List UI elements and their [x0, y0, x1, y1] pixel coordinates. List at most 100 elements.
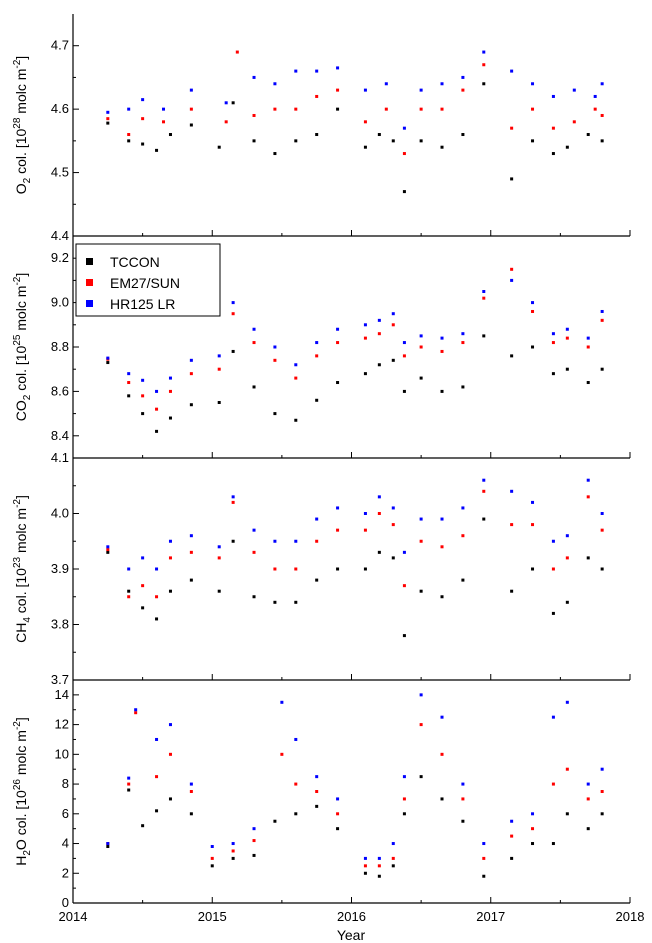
data-point-em27-sun [273, 567, 277, 571]
data-point-tccon [419, 589, 423, 593]
data-point-tccon [363, 567, 367, 571]
data-point-em27-sun [531, 523, 535, 527]
data-point-hr125-lr [565, 534, 569, 538]
data-point-em27-sun [391, 523, 395, 527]
data-point-em27-sun [141, 584, 145, 588]
data-point-hr125-lr [461, 506, 465, 510]
data-point-tccon [510, 856, 514, 860]
x-tick-label: 2017 [476, 909, 505, 924]
data-point-hr125-lr [224, 101, 228, 105]
data-point-em27-sun [482, 856, 486, 860]
data-point-em27-sun [217, 367, 221, 371]
data-point-hr125-lr [586, 782, 590, 786]
data-point-em27-sun [155, 595, 159, 599]
data-point-tccon [565, 367, 569, 371]
data-point-em27-sun [162, 120, 166, 124]
data-point-tccon [294, 139, 298, 143]
data-point-tccon [531, 842, 535, 846]
data-point-hr125-lr [315, 341, 319, 345]
data-point-tccon [377, 874, 381, 878]
data-point-hr125-lr [336, 327, 340, 331]
data-point-hr125-lr [440, 715, 444, 719]
data-point-hr125-lr [252, 827, 256, 831]
data-point-em27-sun [189, 550, 193, 554]
data-point-hr125-lr [252, 528, 256, 532]
data-point-tccon [586, 556, 590, 560]
y-tick-label: 8.8 [51, 339, 69, 354]
panel-ch4: 3.7 3.8 3.9 4.0 4.1 CH4 col. [1023 molc m-2] [12, 450, 604, 687]
data-point-em27-sun [377, 332, 381, 336]
data-point-tccon [106, 121, 110, 125]
data-point-em27-sun [224, 120, 228, 124]
data-point-em27-sun [106, 117, 110, 121]
y-tick-label: 4.1 [51, 450, 69, 465]
y-tick-label: 3.9 [51, 561, 69, 576]
data-point-tccon [127, 394, 131, 398]
data-point-hr125-lr [336, 797, 340, 801]
data-point-tccon [565, 145, 569, 149]
data-point-em27-sun [440, 545, 444, 549]
data-point-em27-sun [294, 376, 298, 380]
data-point-em27-sun [134, 711, 138, 715]
data-point-tccon [482, 874, 486, 878]
data-point-tccon [482, 334, 486, 338]
data-point-hr125-lr [551, 94, 555, 98]
data-point-em27-sun [315, 354, 319, 358]
data-point-tccon [336, 827, 340, 831]
data-point-hr125-lr [586, 336, 590, 340]
data-point-hr125-lr [440, 517, 444, 521]
data-point-hr125-lr [155, 567, 159, 571]
y-axis-title: H2O col. [1026 molc m-2] [12, 717, 33, 866]
data-point-hr125-lr [363, 88, 367, 92]
x-tick-label: 2018 [616, 909, 645, 924]
x-tick-label: 2016 [337, 909, 366, 924]
data-point-em27-sun [231, 500, 235, 504]
data-point-tccon [189, 812, 193, 816]
data-point-hr125-lr [440, 82, 444, 86]
data-point-em27-sun [565, 336, 569, 340]
data-point-tccon [217, 145, 221, 149]
data-point-tccon [510, 177, 514, 181]
data-point-em27-sun [168, 556, 172, 560]
data-point-em27-sun [461, 88, 465, 92]
data-point-hr125-lr [551, 715, 555, 719]
data-point-hr125-lr [482, 842, 486, 846]
data-point-tccon [217, 589, 221, 593]
data-point-hr125-lr [231, 842, 235, 846]
data-point-em27-sun [461, 341, 465, 345]
data-point-tccon [168, 797, 172, 801]
x-axis-title: Year [337, 927, 366, 943]
data-point-hr125-lr [273, 539, 277, 543]
data-point-em27-sun [402, 584, 406, 588]
data-point-tccon [336, 567, 340, 571]
data-point-hr125-lr [252, 327, 256, 331]
data-point-tccon [419, 376, 423, 380]
data-point-em27-sun [586, 797, 590, 801]
data-point-tccon [252, 595, 256, 599]
data-point-em27-sun [141, 117, 145, 121]
data-point-em27-sun [600, 318, 604, 322]
data-point-tccon [127, 788, 131, 792]
y-tick-label: 9.0 [51, 295, 69, 310]
data-point-em27-sun [315, 539, 319, 543]
data-point-tccon [440, 145, 444, 149]
data-point-hr125-lr [482, 478, 486, 482]
x-tick-label: 2015 [198, 909, 227, 924]
data-point-hr125-lr [106, 356, 110, 360]
data-point-hr125-lr [294, 363, 298, 367]
data-point-tccon [273, 412, 277, 416]
data-point-em27-sun [551, 782, 555, 786]
data-point-tccon [482, 82, 486, 86]
data-point-em27-sun [294, 782, 298, 786]
data-point-hr125-lr [127, 107, 131, 111]
data-point-em27-sun [336, 528, 340, 532]
data-point-tccon [189, 403, 193, 407]
data-point-em27-sun [252, 839, 256, 843]
data-point-tccon [141, 824, 145, 828]
data-point-em27-sun [252, 341, 256, 345]
data-point-hr125-lr [565, 700, 569, 704]
data-point-em27-sun [252, 113, 256, 117]
data-point-hr125-lr [377, 856, 381, 860]
y-tick-label: 4 [62, 836, 69, 851]
